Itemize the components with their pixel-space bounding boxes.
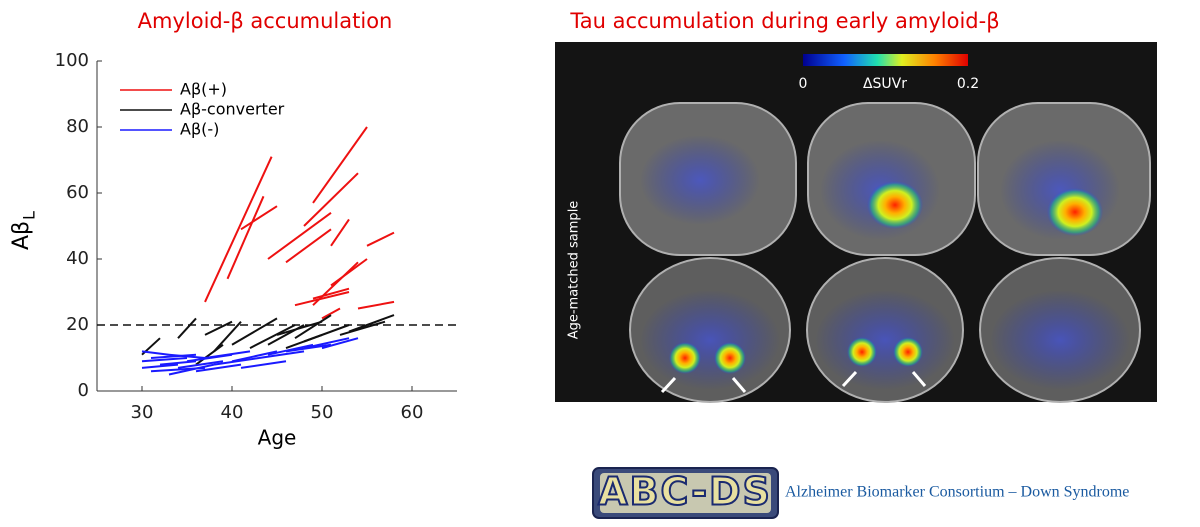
x-tick-label: 50 bbox=[311, 402, 334, 423]
side-label: Age-matched sample bbox=[567, 201, 582, 340]
subject-line bbox=[285, 228, 332, 264]
subject-line bbox=[366, 231, 395, 247]
y-tick-label: 40 bbox=[66, 248, 89, 269]
footer-text: Alzheimer Biomarker Consortium – Down Sy… bbox=[785, 484, 1129, 501]
subject-line bbox=[321, 307, 341, 320]
subject-line bbox=[249, 324, 296, 349]
legend-label: Aβ(-) bbox=[180, 120, 219, 139]
subject-line bbox=[195, 343, 224, 366]
subject-line bbox=[303, 337, 350, 350]
subject-line bbox=[213, 321, 242, 353]
brain-image bbox=[555, 42, 1157, 403]
chart-title: Amyloid-β accumulation bbox=[138, 9, 393, 33]
x-tick-label: 60 bbox=[401, 402, 424, 423]
y-tick-label: 0 bbox=[78, 380, 89, 401]
subject-line bbox=[267, 211, 332, 260]
subject-line bbox=[226, 195, 265, 280]
subject-line bbox=[312, 126, 368, 204]
y-tick-label: 80 bbox=[66, 116, 89, 137]
subject-line bbox=[348, 314, 395, 333]
x-tick-label: 40 bbox=[221, 402, 244, 423]
subject-line bbox=[177, 360, 224, 369]
subject-line bbox=[321, 337, 359, 350]
subject-line bbox=[159, 360, 197, 366]
subject-line bbox=[339, 320, 386, 336]
x-tick-label: 30 bbox=[131, 402, 154, 423]
subject-line bbox=[285, 333, 323, 350]
subject-line bbox=[303, 172, 359, 227]
legend-label: Aβ(+) bbox=[180, 80, 227, 99]
subject-line bbox=[141, 363, 179, 369]
x-axis-label: Age bbox=[258, 426, 297, 450]
figure-title: Tau accumulation during early amyloid-β bbox=[569, 9, 999, 33]
subject-line bbox=[330, 218, 350, 247]
colorbar-label: ΔSUVr bbox=[863, 76, 907, 92]
subject-line bbox=[240, 205, 278, 231]
subject-line bbox=[150, 353, 197, 359]
subject-line bbox=[240, 360, 287, 369]
subject-line bbox=[231, 350, 278, 363]
subject-line bbox=[204, 350, 251, 359]
y-axis-label-sub: L bbox=[20, 211, 39, 220]
subject-line bbox=[168, 363, 215, 376]
subject-line bbox=[294, 314, 332, 340]
colorbar-tick-label: 0.2 bbox=[957, 76, 979, 92]
colorbar bbox=[803, 54, 968, 66]
y-tick-label: 60 bbox=[66, 182, 89, 203]
logo-text: ABC-DS bbox=[598, 470, 772, 514]
subject-line bbox=[141, 350, 170, 356]
subject-line bbox=[231, 317, 278, 346]
y-axis-label: Aβ bbox=[9, 221, 34, 250]
y-tick-label: 20 bbox=[66, 314, 89, 335]
subject-line bbox=[312, 287, 350, 300]
logo bbox=[592, 467, 779, 519]
subject-line bbox=[357, 300, 395, 310]
subject-line bbox=[195, 363, 242, 373]
subject-line bbox=[330, 258, 368, 287]
colorbar-tick-label: 0 bbox=[799, 76, 808, 92]
subject-line bbox=[177, 317, 197, 339]
y-tick-label: 100 bbox=[55, 50, 89, 71]
subject-line bbox=[294, 291, 350, 307]
subject-line bbox=[141, 357, 188, 363]
subject-line bbox=[204, 320, 233, 336]
subject-line bbox=[204, 156, 273, 303]
subject-line bbox=[276, 320, 323, 336]
legend-label: Aβ-converter bbox=[180, 100, 285, 119]
subject-line bbox=[168, 353, 206, 359]
subject-line bbox=[258, 350, 305, 359]
